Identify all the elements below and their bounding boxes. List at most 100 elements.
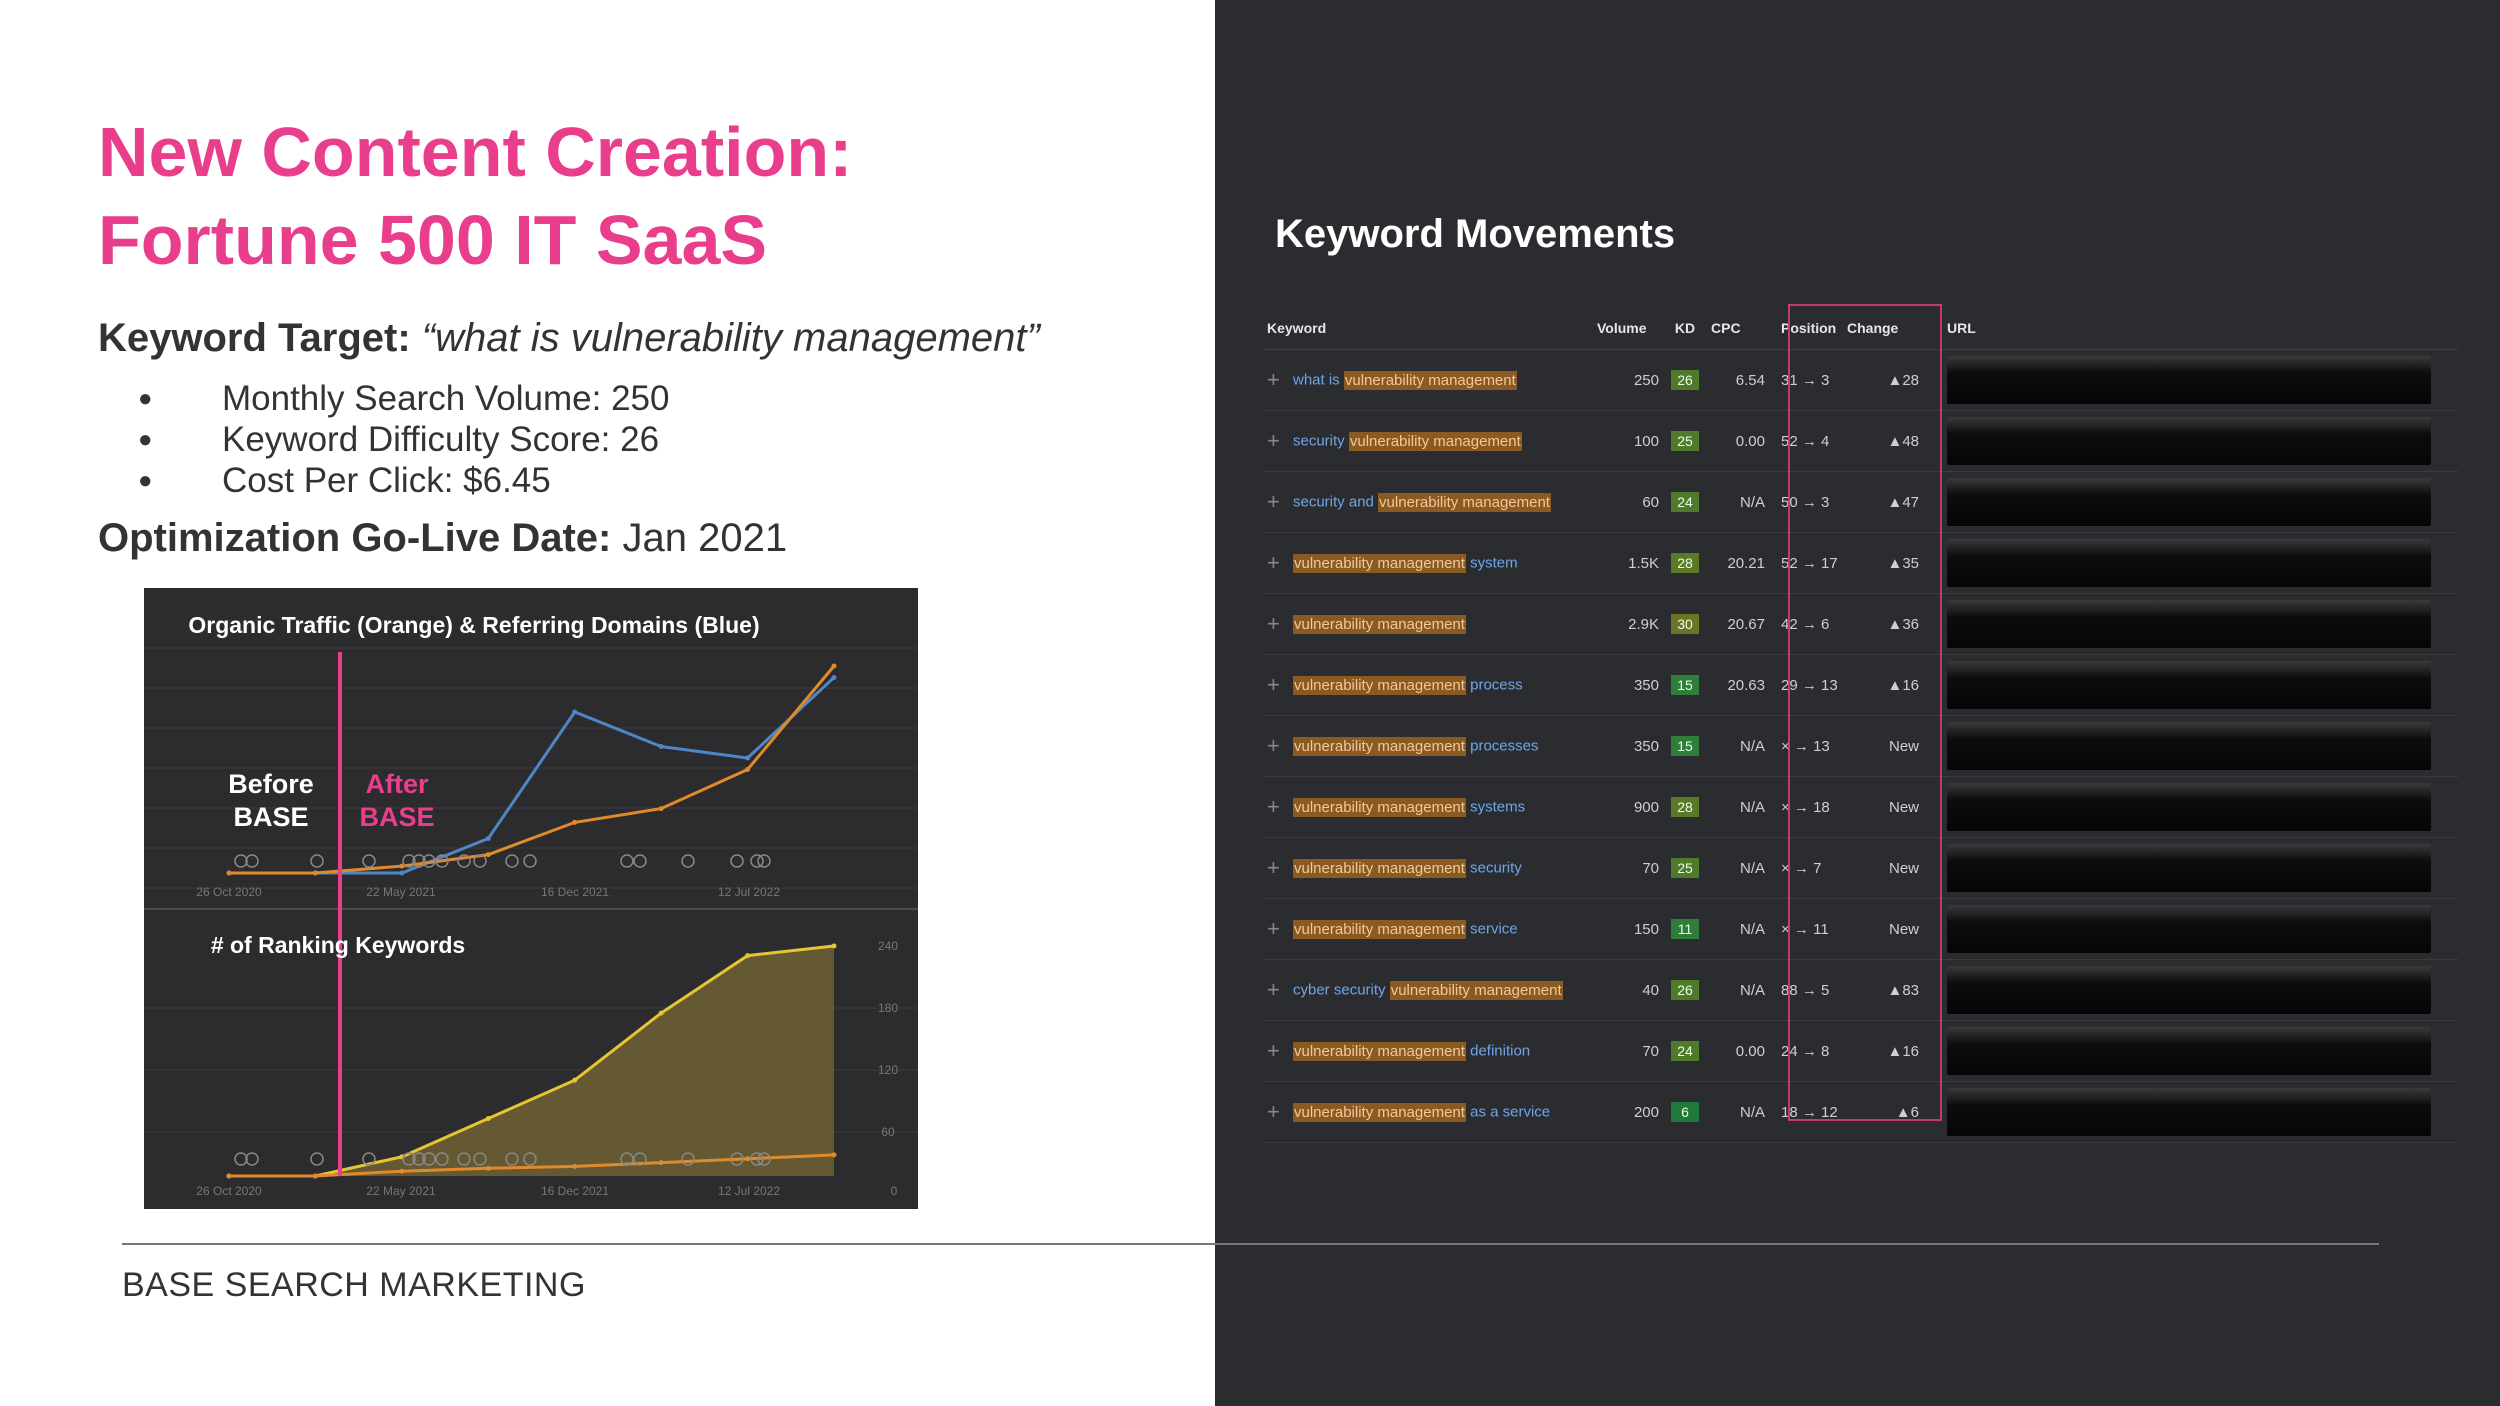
col-kd[interactable]: KD [1663,307,1707,350]
update-marker-icon[interactable] [422,1152,436,1166]
update-marker-icon[interactable] [730,1152,744,1166]
cpc-cell: N/A [1707,1081,1769,1143]
add-keyword-icon[interactable]: + [1267,794,1280,819]
add-keyword-icon[interactable]: + [1267,428,1280,453]
col-position[interactable]: Position [1769,307,1843,350]
update-marker-icon[interactable] [362,854,376,868]
add-keyword-icon[interactable]: + [1267,1038,1280,1063]
keyword-target-value: “what is vulnerability management” [421,316,1040,360]
update-marker-icon[interactable] [757,1152,771,1166]
update-marker-icon[interactable] [310,1152,324,1166]
add-keyword-icon[interactable]: + [1267,977,1280,1002]
update-marker-icon[interactable] [473,1152,487,1166]
update-marker-icon[interactable] [457,854,471,868]
update-marker-icon[interactable] [757,854,771,868]
top-series-2-point-7 [745,767,751,772]
update-marker-icon[interactable] [457,1152,471,1166]
col-url[interactable]: URL [1923,307,2458,350]
col-change[interactable]: Change [1843,307,1923,350]
keyword-cell: + security vulnerability management [1263,410,1593,472]
add-keyword-icon[interactable]: + [1267,672,1280,697]
keyword-link[interactable]: security vulnerability management [1293,431,1522,451]
update-marker-icon[interactable] [620,1152,634,1166]
keyword-link[interactable]: vulnerability management systems [1293,797,1526,817]
keyword-link[interactable]: vulnerability management service [1293,919,1518,939]
update-marker-icon[interactable] [435,854,449,868]
update-marker-icon[interactable] [633,854,647,868]
update-marker-icon[interactable] [435,1152,449,1166]
update-marker-icon[interactable] [234,854,248,868]
keyword-link[interactable]: vulnerability management as a service [1293,1102,1551,1122]
update-marker-icon[interactable] [402,1152,416,1166]
add-keyword-icon[interactable]: + [1267,855,1280,880]
change-cell: New [1843,898,1923,960]
update-marker-icon[interactable] [310,854,324,868]
keyword-suffix: systems [1465,798,1526,816]
keyword-link[interactable]: vulnerability management processes [1293,736,1538,756]
bottom-series-2-point-1 [226,1173,232,1179]
keyword-link[interactable]: cyber security vulnerability management [1293,980,1563,1000]
add-keyword-icon[interactable]: + [1267,733,1280,758]
update-marker-icon[interactable] [523,1152,537,1166]
keyword-link[interactable]: vulnerability management [1293,614,1466,634]
col-cpc[interactable]: CPC [1707,307,1769,350]
cpc-cell: 20.21 [1707,532,1769,594]
x-tick-bottom-1: 26 Oct 2020 [196,1184,262,1198]
add-keyword-icon[interactable]: + [1267,489,1280,514]
add-keyword-icon[interactable]: + [1267,367,1280,392]
url-cell [1923,471,2458,533]
keyword-link[interactable]: vulnerability management process [1293,675,1523,695]
update-marker-icon[interactable] [750,1152,764,1166]
update-marker-icon[interactable] [681,854,695,868]
kd-cell: 15 [1663,715,1707,777]
cpc-cell: 6.54 [1707,349,1769,411]
x-tick-top-3: 16 Dec 2021 [541,885,609,899]
keyword-link[interactable]: what is vulnerability management [1293,370,1517,390]
col-volume[interactable]: Volume [1593,307,1663,350]
url-redacted-bar [1947,600,2431,648]
add-keyword-icon[interactable]: + [1267,550,1280,575]
update-marker-icon[interactable] [523,854,537,868]
top-series-1-point-8 [831,675,837,680]
volume-cell: 2.9K [1593,593,1663,655]
update-marker-icon[interactable] [245,1152,259,1166]
y-tick-0: 0 [891,1184,898,1198]
update-marker-icon[interactable] [402,854,416,868]
update-marker-icon[interactable] [505,854,519,868]
update-marker-icon[interactable] [505,1152,519,1166]
keyword-link[interactable]: security and vulnerability management [1293,492,1551,512]
update-marker-icon[interactable] [730,854,744,868]
add-keyword-icon[interactable]: + [1267,916,1280,941]
update-marker-icon[interactable] [750,854,764,868]
update-marker-icon[interactable] [633,1152,647,1166]
add-keyword-icon[interactable]: + [1267,1099,1280,1124]
keyword-highlight: vulnerability management [1348,431,1522,451]
kd-badge: 15 [1671,675,1699,695]
golive-value: Jan 2021 [622,516,788,560]
chart-top-title: Organic Traffic (Orange) & Referring Dom… [188,612,759,638]
keyword-link[interactable]: vulnerability management security [1293,858,1522,878]
keyword-suffix: definition [1465,1042,1531,1060]
update-marker-icon[interactable] [362,1152,376,1166]
col-keyword[interactable]: Keyword [1263,307,1593,350]
update-marker-icon[interactable] [412,1152,426,1166]
update-marker-icon[interactable] [473,854,487,868]
x-tick-top-4: 12 Jul 2022 [718,885,780,899]
update-marker-icon[interactable] [245,854,259,868]
bottom-series-2-point-3 [399,1168,405,1174]
volume-cell: 70 [1593,837,1663,899]
update-marker-icon[interactable] [681,1152,695,1166]
keyword-highlight: vulnerability management [1293,1041,1466,1061]
url-redacted-bar [1947,905,2431,953]
update-marker-icon[interactable] [412,854,426,868]
keyword-link[interactable]: vulnerability management system [1293,553,1518,573]
keyword-cell: + vulnerability management process [1263,654,1593,716]
keyword-highlight: vulnerability management [1293,919,1466,939]
keyword-link[interactable]: vulnerability management definition [1293,1041,1531,1061]
update-marker-icon[interactable] [234,1152,248,1166]
add-keyword-icon[interactable]: + [1267,611,1280,636]
keyword-suffix: as a service [1465,1103,1551,1121]
update-marker-icon[interactable] [422,854,436,868]
volume-cell: 350 [1593,654,1663,716]
update-marker-icon[interactable] [620,854,634,868]
